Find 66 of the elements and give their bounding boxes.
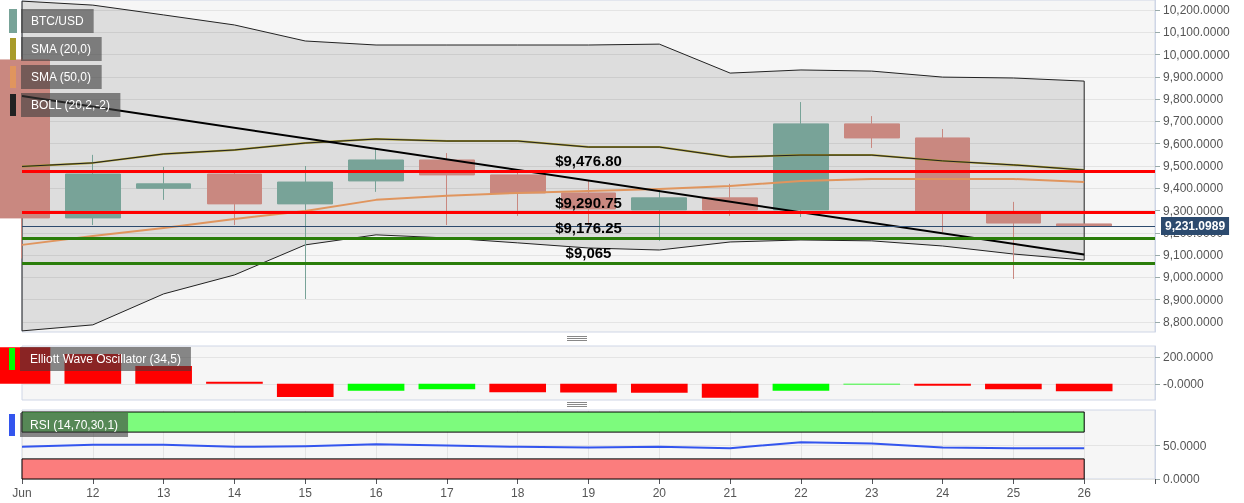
candlestick [986,201,1041,280]
x-tick-label: 14 [227,486,242,500]
x-tick-label: 25 [1006,486,1021,500]
bar [772,383,830,391]
x-tick-label: Jun [12,486,32,500]
x-tick-label: 16 [369,486,384,500]
x-tick-label: 23 [865,486,879,500]
y-tick-label: 9,800.0000 [1163,92,1224,107]
ref-line-label: $9,290.75 [555,193,622,211]
bar [560,383,617,393]
candlestick [277,165,333,300]
x-tick-label: 13 [156,486,171,500]
candlestick [65,154,121,226]
bar [701,383,759,398]
y-tick-label: 9,600.0000 [1163,136,1224,151]
candlestick [207,170,262,226]
y-tick-label: 50.0000 [1163,438,1207,453]
y-tick-label: 8,800.0000 [1163,314,1224,329]
bar [985,383,1042,390]
y-tick-label: 9,900.0000 [1163,69,1224,84]
legend-label: BTC/USD [31,14,84,28]
x-tick-label: 12 [86,486,100,500]
bar [206,381,263,384]
legend-label: SMA (50,0) [31,70,92,84]
x-tick-label: 15 [298,486,313,500]
y-tick-label: -0.0000 [1163,376,1205,391]
x-tick-label: 17 [440,486,454,500]
x-tick-label: 24 [935,486,950,500]
line-series [21,138,1086,172]
ref-line-label: $9,065 [565,243,612,261]
legend-label: SMA (20,0) [31,42,92,56]
x-tick-label: 22 [794,486,808,500]
bar [418,383,476,390]
candlestick [1056,223,1112,227]
x-tick-label: 19 [581,486,596,500]
line-series [21,441,1086,450]
candlestick [773,101,829,218]
legend-label: RSI (14,70,30,1) [30,418,119,432]
ref-line-label: 9,231.0989 [1165,218,1226,233]
y-tick-label: 10,000.0000 [1163,47,1231,62]
x-tick-label: 20 [652,486,667,500]
bar [347,383,405,391]
y-tick-label: 8,900.0000 [1163,292,1224,307]
y-tick-label: 9,400.0000 [1163,181,1224,196]
y-tick-label: 10,200.0000 [1163,3,1231,18]
legend-label: Elliott Wave Oscillator (34,5) [30,352,181,366]
y-tick-label: 9,100.0000 [1163,248,1224,263]
y-tick-label: 10,100.0000 [1163,25,1231,40]
y-tick-label: 9,300.0000 [1163,203,1224,218]
bar [1055,383,1113,392]
y-tick-label: 9,700.0000 [1163,114,1224,129]
candlestick [915,128,970,233]
y-tick-label: 200.0000 [1163,349,1214,364]
x-tick-label: 21 [723,486,738,500]
y-tick-label: 9,500.0000 [1163,159,1224,173]
candlestick [844,115,900,149]
candlestick [136,166,191,201]
y-tick-label: 9,000.0000 [1163,270,1224,285]
y-tick-label: 0.0000 [1163,472,1201,486]
ref-line-label: $9,476.80 [555,152,622,170]
bar [630,383,688,393]
bar [276,383,334,397]
x-tick-label: 26 [1077,486,1092,500]
bar [489,383,547,393]
x-tick-label: 18 [511,486,525,500]
line-series [21,177,1086,246]
